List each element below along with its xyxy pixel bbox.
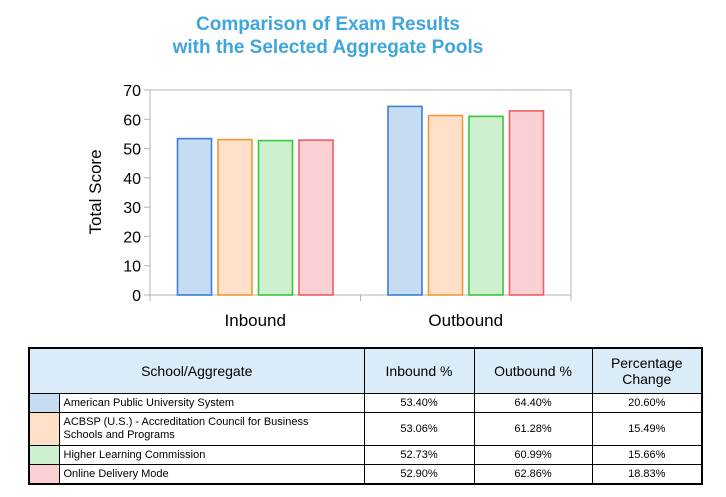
bar bbox=[427, 114, 464, 296]
row-name-line2: Schools and Programs bbox=[63, 429, 175, 441]
bar bbox=[217, 138, 253, 296]
y-tick-label: 50 bbox=[123, 142, 141, 159]
color-swatch bbox=[28, 412, 60, 446]
row-outbound: 64.40% bbox=[473, 393, 593, 413]
row-name: ACBSP (U.S.) - Accreditation Council for… bbox=[58, 412, 365, 446]
row-outbound: 62.86% bbox=[473, 464, 593, 485]
row-change: 18.83% bbox=[591, 464, 703, 485]
chart-title-line-2: with the Selected Aggregate Pools bbox=[172, 37, 484, 58]
color-swatch bbox=[28, 464, 60, 485]
y-tick-label: 10 bbox=[123, 259, 141, 276]
bar bbox=[468, 115, 504, 296]
row-inbound: 53.40% bbox=[363, 393, 475, 413]
header-school: School/Aggregate bbox=[28, 347, 365, 394]
bar bbox=[298, 139, 334, 296]
bar-chart: Comparison of Exam Results with the Sele… bbox=[86, 14, 572, 330]
header-outbound: Outbound % bbox=[473, 347, 593, 394]
table-row: Higher Learning Commission 52.73% 60.99%… bbox=[28, 445, 703, 465]
y-tick-label: 0 bbox=[132, 288, 141, 305]
color-swatch bbox=[28, 445, 60, 465]
plot-frame bbox=[149, 89, 572, 296]
header-change-line2: Change bbox=[622, 371, 672, 387]
y-tick-label: 70 bbox=[123, 83, 141, 100]
header-inbound: Inbound % bbox=[363, 347, 475, 394]
y-tick-label: 40 bbox=[123, 171, 141, 188]
chart-title-line-1: Comparison of Exam Results bbox=[196, 14, 460, 35]
bar bbox=[257, 139, 294, 296]
header-change-line1: Percentage bbox=[610, 355, 683, 371]
y-tick-label: 20 bbox=[123, 229, 141, 246]
header-percentage-change: Percentage Change bbox=[591, 347, 703, 394]
row-inbound: 52.90% bbox=[363, 464, 475, 485]
row-name: Higher Learning Commission bbox=[58, 445, 365, 465]
table-header-row: School/Aggregate Inbound % Outbound % Pe… bbox=[28, 347, 703, 394]
bar bbox=[387, 105, 423, 296]
bar bbox=[176, 137, 213, 296]
color-swatch bbox=[28, 393, 60, 413]
row-outbound: 60.99% bbox=[473, 445, 593, 465]
y-tick-label: 60 bbox=[123, 112, 141, 129]
table-row: ACBSP (U.S.) - Accreditation Council for… bbox=[28, 412, 703, 446]
table-row: Online Delivery Mode 52.90% 62.86% 18.83… bbox=[28, 464, 703, 485]
x-category-label: Inbound bbox=[225, 311, 286, 330]
row-change: 20.60% bbox=[591, 393, 703, 413]
bar bbox=[508, 110, 545, 296]
row-name-line1: ACBSP (U.S.) - Accreditation Council for… bbox=[63, 416, 309, 428]
row-name: Online Delivery Mode bbox=[58, 464, 365, 485]
row-inbound: 53.06% bbox=[363, 412, 475, 446]
row-name: American Public University System bbox=[58, 393, 365, 413]
row-inbound: 52.73% bbox=[363, 445, 475, 465]
row-change: 15.49% bbox=[591, 412, 703, 446]
results-table: School/Aggregate Inbound % Outbound % Pe… bbox=[28, 347, 703, 485]
x-category-label: Outbound bbox=[428, 311, 503, 330]
row-change: 15.66% bbox=[591, 445, 703, 465]
y-axis-label: Total Score bbox=[86, 149, 105, 234]
y-tick-label: 30 bbox=[123, 200, 141, 217]
row-outbound: 61.28% bbox=[473, 412, 593, 446]
table-row: American Public University System 53.40%… bbox=[28, 393, 703, 413]
